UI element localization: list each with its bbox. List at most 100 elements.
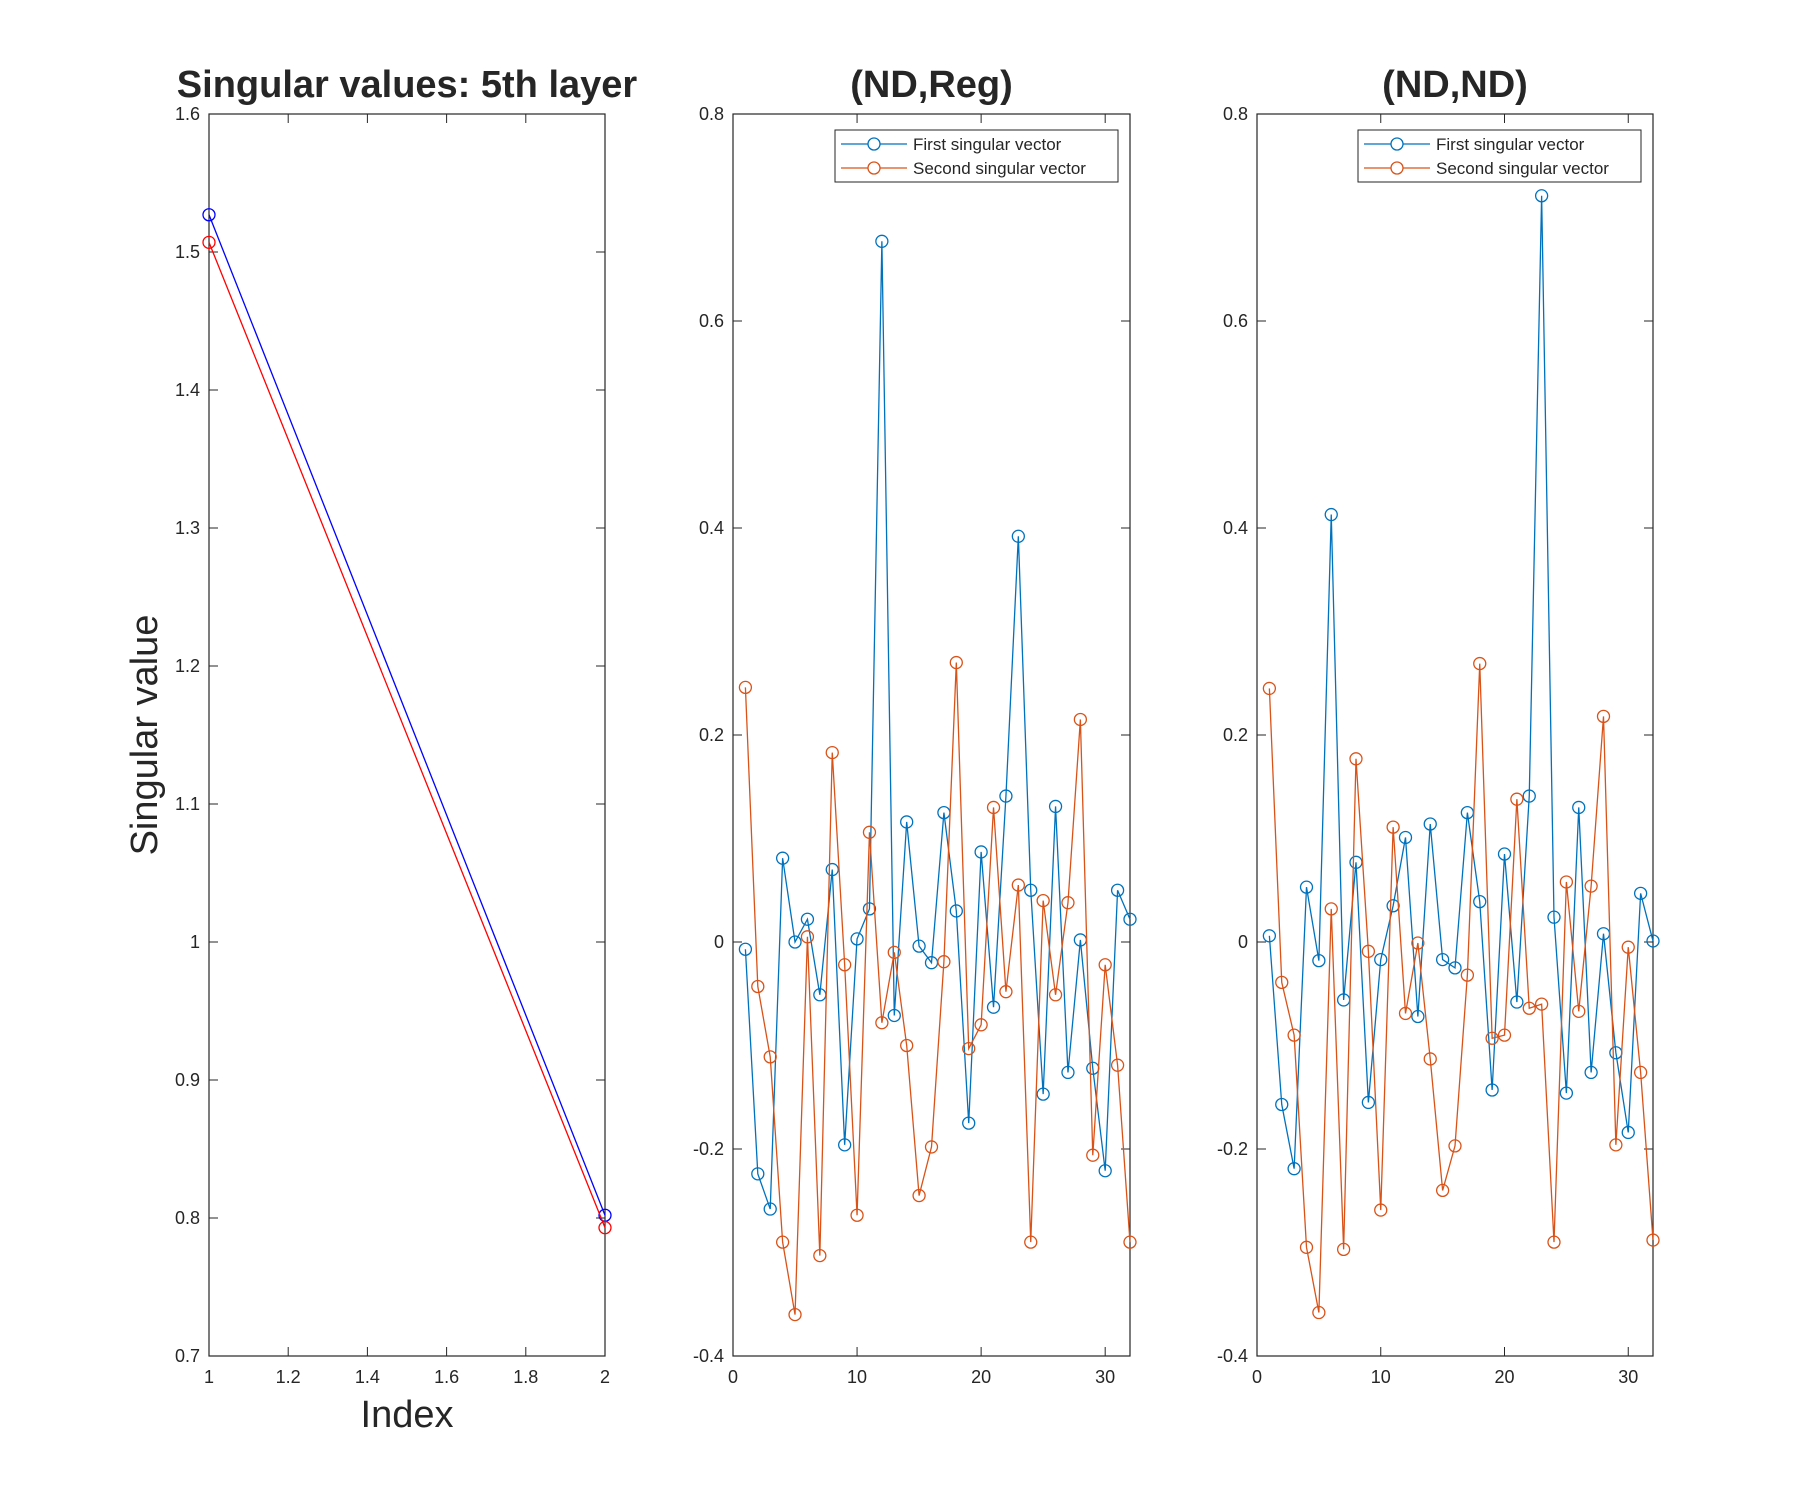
data-point: [1048, 799, 1063, 814]
data-point: [962, 1116, 976, 1130]
data-point: [999, 789, 1013, 803]
data-point: [1646, 934, 1660, 948]
y-tick-label: 0: [1238, 932, 1248, 952]
data-point: [1596, 709, 1611, 724]
data-point: [1324, 507, 1338, 522]
legend-box: [834, 129, 1119, 183]
data-point: [1036, 1087, 1050, 1101]
data-point: [202, 235, 216, 249]
data-point: [1435, 1183, 1450, 1198]
data-point: [1386, 820, 1400, 834]
axes-box: [732, 113, 1131, 1357]
data-point: [1262, 929, 1277, 943]
legend-label: First singular vector: [913, 135, 1062, 154]
data-point: [1086, 1148, 1100, 1162]
panel-1: 1 1.2 1.4 1.6 1.8 2 0.7 0.8 0.9 1 1.1 1.2 1.3 1.4 1.5 1…: [124, 64, 637, 1436]
y-tick-label: 0.9: [175, 1070, 200, 1090]
data-point: [1621, 940, 1635, 954]
data-point: [1110, 1058, 1125, 1072]
data-point: [1423, 817, 1437, 831]
data-point: [1646, 1233, 1660, 1247]
data-point: [775, 1235, 790, 1249]
data-point: [202, 208, 216, 222]
data-point: [1522, 1001, 1536, 1015]
data-point: [962, 1041, 976, 1056]
data-point: [751, 1167, 765, 1181]
data-point: [775, 851, 790, 865]
data-point: [825, 862, 839, 877]
axes-box: [1256, 113, 1654, 1357]
data-point: [800, 930, 815, 944]
data-point: [1349, 752, 1363, 766]
x-axis-label: Index: [361, 1394, 454, 1436]
data-point: [1110, 883, 1125, 897]
y-tick-label: 1.3: [175, 518, 200, 538]
x-tick-label: 2: [600, 1367, 610, 1387]
data-point: [1336, 1242, 1351, 1257]
data-point: [1349, 855, 1363, 869]
data-point: [1123, 1235, 1137, 1249]
series-line: [208, 242, 606, 1228]
series-1: [738, 234, 1137, 1216]
x-tick-label: 30: [1618, 1367, 1638, 1387]
data-point: [1011, 878, 1025, 892]
data-point: [1522, 789, 1536, 803]
data-point: [813, 1248, 827, 1263]
data-point: [1361, 944, 1376, 958]
data-point: [1460, 968, 1475, 982]
data-point: [912, 1188, 926, 1203]
data-point: [1048, 988, 1063, 1002]
y-tick-label: 0.2: [699, 725, 724, 745]
data-point: [999, 985, 1013, 999]
y-tick-label: 1.1: [175, 794, 200, 814]
data-point: [949, 904, 963, 918]
legend-box: [1357, 129, 1642, 183]
series-1: [202, 208, 612, 1222]
y-tick-label: -0.2: [1217, 1139, 1248, 1159]
y-tick-label: -0.4: [693, 1346, 724, 1366]
data-point: [850, 932, 864, 946]
data-point: [850, 1208, 864, 1222]
data-point: [1497, 1028, 1512, 1042]
panel-title: Singular values: 5th layer: [177, 64, 638, 106]
data-point: [875, 234, 889, 248]
data-point: [788, 935, 802, 949]
y-tick-label: 1.6: [175, 104, 200, 124]
y-tick-label: 0.2: [1223, 725, 1248, 745]
data-point: [1547, 910, 1561, 924]
y-tick-label: 1.2: [175, 656, 200, 676]
data-point: [887, 945, 901, 959]
x-tick-label: 20: [971, 1367, 991, 1387]
x-tick-label: 10: [1371, 1367, 1391, 1387]
data-point: [788, 1307, 802, 1322]
x-tick-label: 1: [204, 1367, 214, 1387]
y-tick-label: 0.4: [699, 518, 724, 538]
data-point: [800, 912, 815, 926]
data-point: [862, 902, 877, 916]
legend-marker: [867, 137, 881, 151]
data-point: [1024, 1235, 1038, 1249]
data-point: [1547, 1235, 1561, 1249]
data-point: [1398, 830, 1413, 845]
data-point: [986, 1000, 1001, 1014]
data-point: [862, 825, 877, 839]
data-point: [738, 680, 753, 695]
x-tick-label: 20: [1494, 1367, 1514, 1387]
data-point: [1534, 997, 1549, 1011]
data-point: [1374, 952, 1388, 967]
panel-2: 0 10 20 30 -0.4 -0.2 0 0.2 0.4 0.6 0.8 (ND,Reg) Firs…: [693, 64, 1137, 1387]
legend-label: First singular vector: [1436, 135, 1585, 154]
data-point: [1036, 893, 1050, 908]
data-point: [1098, 958, 1112, 972]
data-point: [1411, 936, 1425, 950]
data-point: [1123, 912, 1137, 926]
panel-title: (ND,ND): [1382, 64, 1528, 106]
data-point: [912, 939, 926, 953]
series-line: [744, 662, 1131, 1315]
data-point: [1073, 712, 1088, 727]
data-point: [1448, 961, 1462, 975]
data-point: [838, 1138, 852, 1152]
data-point: [1448, 1139, 1462, 1153]
data-point: [974, 845, 988, 859]
